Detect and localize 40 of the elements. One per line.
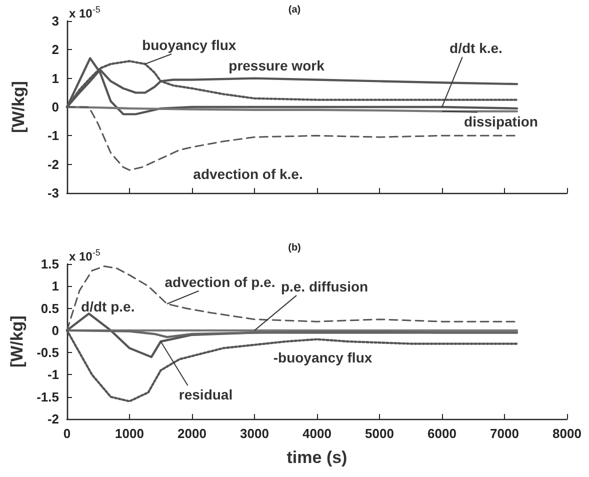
y-tick-label: 1 — [52, 70, 59, 86]
annotation: dissipation — [464, 113, 538, 130]
chart-title: (b) — [288, 242, 301, 254]
y-axis-title: [W/kg] — [8, 316, 27, 368]
y-tick-label: 1.5 — [40, 256, 59, 272]
y-tick-label: -2 — [47, 156, 59, 172]
annotation: p.e. diffusion — [280, 278, 368, 294]
y-tick-label: -2 — [47, 412, 59, 426]
y-tick-label: 0 — [52, 100, 59, 114]
annotation: residual — [178, 386, 233, 402]
y-axis-title: [W/kg] — [9, 81, 28, 133]
y-tick-label: 0.5 — [40, 300, 59, 316]
y-tick-label: 0 — [52, 322, 59, 338]
x-axis-title: time (s) — [286, 448, 348, 467]
x-tick-label: 0 — [63, 426, 71, 441]
x-tick-label: 2000 — [178, 426, 206, 441]
x-tick-label: 6000 — [428, 426, 456, 441]
x-tick-label: 3000 — [240, 426, 269, 441]
line-series — [66, 329, 518, 338]
y-tick-label: -0.5 — [36, 345, 59, 360]
y-tick-label: 1 — [52, 278, 59, 294]
chart-title: (a) — [288, 4, 301, 16]
annotation: -buoyancy flux — [273, 350, 372, 366]
annotation: advection of p.e. — [164, 274, 276, 290]
x-tick-label: 8000 — [552, 426, 582, 441]
x-tick-label: 1000 — [115, 426, 144, 441]
y-tick-label: -1 — [47, 128, 59, 144]
y-tick-label: 3 — [52, 14, 59, 28]
annotation: d/dt k.e. — [450, 40, 502, 56]
annotation: buoyancy flux — [142, 37, 236, 53]
y-tick-label: -1.5 — [36, 389, 59, 404]
x-tick-label: 4000 — [302, 426, 332, 441]
annotation: pressure work — [228, 57, 325, 74]
annotation: d/dt p.e. — [81, 298, 135, 315]
annotation: advection of k.e. — [193, 166, 303, 182]
x-tick-label: 7000 — [490, 426, 519, 441]
x-tick-label: 5000 — [365, 426, 394, 441]
y-tick-label: -1 — [47, 367, 59, 382]
y-tick-label: -3 — [47, 186, 59, 200]
y-tick-label: 2 — [52, 42, 59, 58]
